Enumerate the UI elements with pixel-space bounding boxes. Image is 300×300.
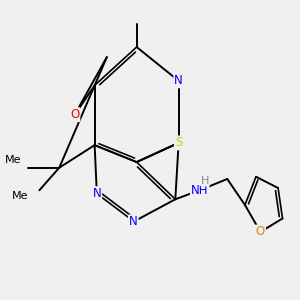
Text: O: O [256,226,265,238]
Text: S: S [175,136,182,149]
Text: Me: Me [12,191,29,201]
Text: H: H [201,176,209,186]
Text: N: N [129,215,138,228]
Text: Me: Me [4,155,21,165]
Text: NH: NH [191,184,208,197]
Text: N: N [92,187,101,200]
Text: O: O [70,108,80,121]
Text: N: N [174,74,183,87]
